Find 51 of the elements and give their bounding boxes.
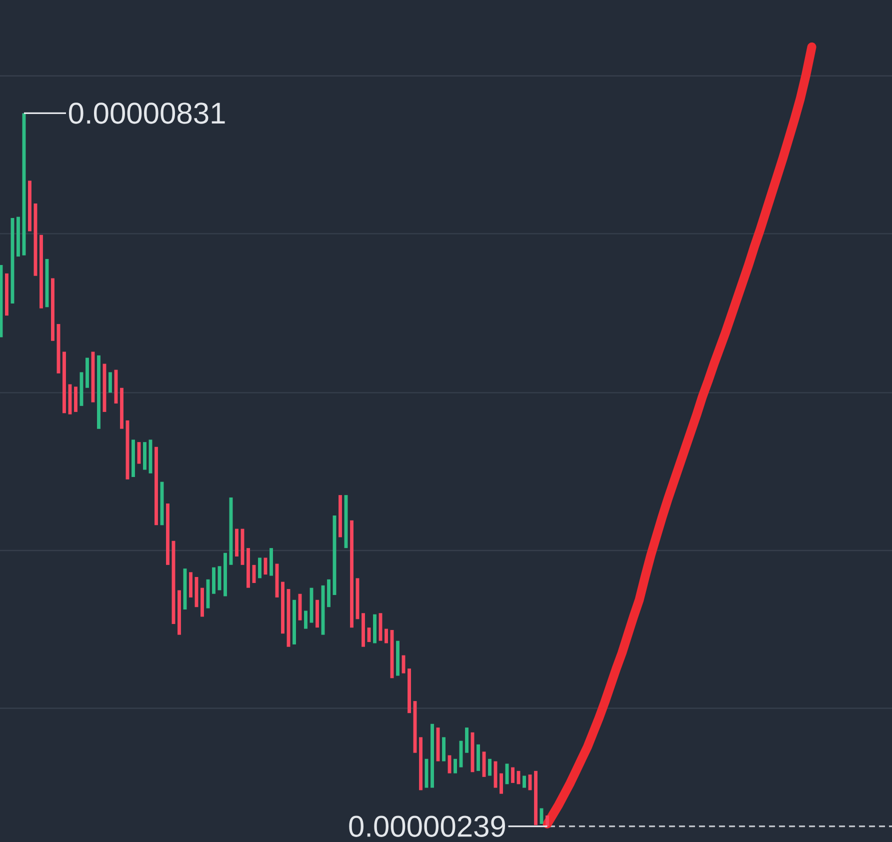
candlestick [442,737,446,762]
candlestick [292,600,296,644]
candlestick [40,234,43,308]
candlestick [430,724,434,788]
candlestick [522,776,526,788]
candlestick [16,216,20,257]
candlestick [246,548,250,588]
candlestick [511,767,514,783]
candlestick [396,640,400,676]
candlestick [120,388,124,429]
candlestick [362,613,365,647]
candlestick [304,610,308,629]
candlestick [154,446,158,526]
candlestick [350,520,354,628]
candlestick [546,815,549,826]
candlestick [97,355,100,429]
candlestick [224,552,227,596]
candlestick [86,358,89,388]
candlestick [281,582,284,634]
candlestick [74,386,78,412]
candlestick [62,352,66,414]
candlestick [212,567,216,594]
candlestick [408,668,411,714]
candlestick [178,590,181,635]
candlestick [258,558,262,578]
candlestick [189,572,192,598]
annotation: 0.00000831 [68,102,225,124]
candlestick [166,504,170,565]
candlestick [28,180,32,232]
candlestick [51,278,54,341]
candlestick [500,773,503,794]
candlestick [143,442,146,470]
candlestick [235,528,238,556]
candlestick [5,273,8,316]
candlestick [200,588,204,617]
candlestick [419,737,422,790]
candlestick [476,744,480,771]
candlestick [384,628,388,644]
candlestick [454,758,457,774]
candlestick [488,758,492,776]
candlestick [270,548,273,576]
candlestick [108,372,112,393]
annotation: 0.00000239 [349,816,506,837]
candlestick [0,264,3,338]
candlestick [338,495,342,538]
candlestick [534,770,538,826]
candlestick [316,600,319,628]
candlestick [465,728,468,753]
candlestick [132,440,135,477]
candlestick [327,579,330,608]
candlestick [373,614,376,644]
